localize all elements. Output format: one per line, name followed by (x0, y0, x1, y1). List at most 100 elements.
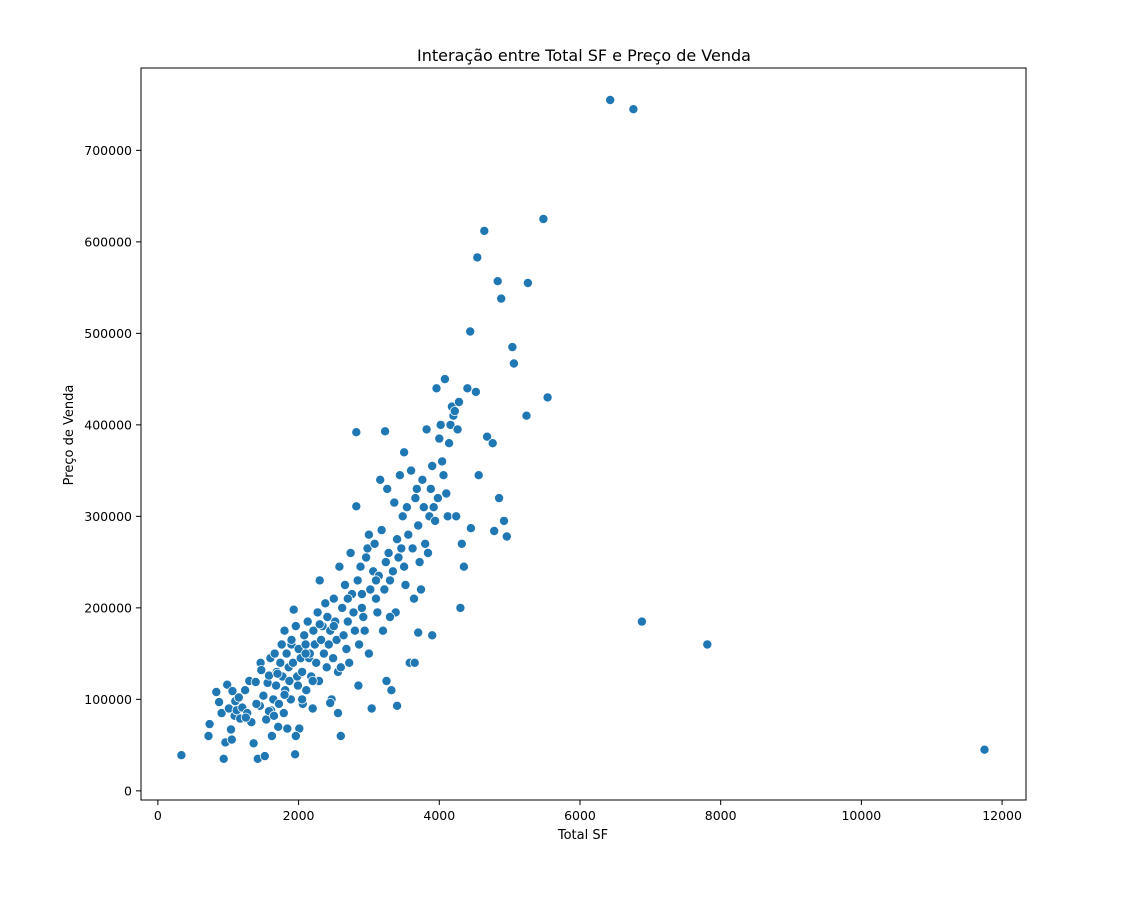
data-point (438, 470, 449, 481)
data-point (284, 676, 295, 687)
data-point (297, 666, 308, 677)
data-point (225, 724, 236, 735)
data-point (409, 657, 420, 668)
data-point (487, 438, 498, 449)
data-point (415, 584, 426, 595)
data-point (312, 607, 323, 618)
data-point (396, 543, 407, 554)
data-point (437, 456, 448, 467)
y-tick-label: 400000 (84, 417, 132, 432)
y-tick-label: 200000 (84, 600, 132, 615)
data-point (403, 529, 414, 540)
data-point (352, 575, 363, 586)
y-tick-label: 300000 (84, 509, 132, 524)
data-point (308, 625, 319, 636)
data-point (414, 557, 425, 568)
data-point (325, 698, 336, 709)
data-point (331, 634, 342, 645)
data-point (328, 653, 339, 664)
data-point (218, 753, 229, 764)
data-point (266, 731, 277, 742)
data-point (377, 625, 388, 636)
x-tick-label: 10000 (841, 808, 881, 823)
data-point (383, 548, 394, 559)
data-point (605, 95, 616, 106)
data-point (279, 689, 290, 700)
data-point (489, 526, 500, 537)
data-point (462, 383, 473, 394)
data-point (278, 708, 289, 719)
data-point (397, 511, 408, 522)
data-point (521, 410, 532, 421)
data-point (299, 630, 310, 641)
data-point (479, 225, 490, 236)
plot-area (140, 67, 1027, 801)
data-point (344, 657, 355, 668)
data-point (300, 648, 311, 659)
data-point (375, 474, 386, 485)
data-point (394, 470, 405, 481)
data-point (401, 502, 412, 513)
x-axis-ticks: 0 2000 4000 6000 8000 10000 12000 (154, 800, 1022, 823)
data-point (410, 493, 421, 504)
data-point (349, 625, 360, 636)
data-point (439, 374, 450, 385)
data-point (417, 474, 428, 485)
data-point (473, 470, 484, 481)
data-point (472, 252, 483, 263)
data-point (370, 593, 381, 604)
data-point (379, 584, 390, 595)
data-point (542, 392, 553, 403)
data-point (335, 662, 346, 673)
chart-title: Interação entre Total SF e Preço de Vend… (417, 46, 751, 65)
data-point (250, 677, 261, 688)
data-point (301, 685, 312, 696)
data-point (456, 538, 467, 549)
data-point (297, 694, 308, 705)
y-tick-label: 700000 (84, 143, 132, 158)
data-point (380, 426, 391, 437)
data-point (337, 602, 348, 613)
data-point (307, 676, 318, 687)
data-point (458, 561, 469, 572)
data-point (380, 557, 391, 568)
data-point (271, 680, 282, 691)
y-tick-label: 100000 (84, 692, 132, 707)
data-point (273, 698, 284, 709)
data-point (338, 630, 349, 641)
data-point (307, 703, 318, 714)
data-point (240, 685, 251, 696)
data-point (435, 419, 446, 430)
data-point (369, 538, 380, 549)
data-point (287, 657, 298, 668)
data-point (442, 511, 453, 522)
data-point (381, 676, 392, 687)
data-point (302, 616, 313, 627)
data-point (393, 552, 404, 563)
data-point (348, 607, 359, 618)
data-point (286, 634, 297, 645)
data-point (332, 708, 343, 719)
data-point (339, 580, 350, 591)
data-point (392, 534, 403, 545)
data-point (427, 460, 438, 471)
data-point (269, 648, 280, 659)
data-point (399, 447, 410, 458)
data-point (314, 575, 325, 586)
data-point (273, 721, 284, 732)
data-point (451, 511, 462, 522)
data-point (449, 406, 460, 417)
data-point (351, 427, 362, 438)
data-point (434, 433, 445, 444)
data-point (406, 465, 417, 476)
data-point (363, 529, 374, 540)
data-point (345, 548, 356, 559)
data-point (320, 598, 331, 609)
x-tick-label: 12000 (982, 808, 1022, 823)
data-point (372, 607, 383, 618)
y-tick-label: 600000 (84, 234, 132, 249)
data-point (407, 543, 418, 554)
data-point (281, 648, 292, 659)
data-point (538, 213, 549, 224)
